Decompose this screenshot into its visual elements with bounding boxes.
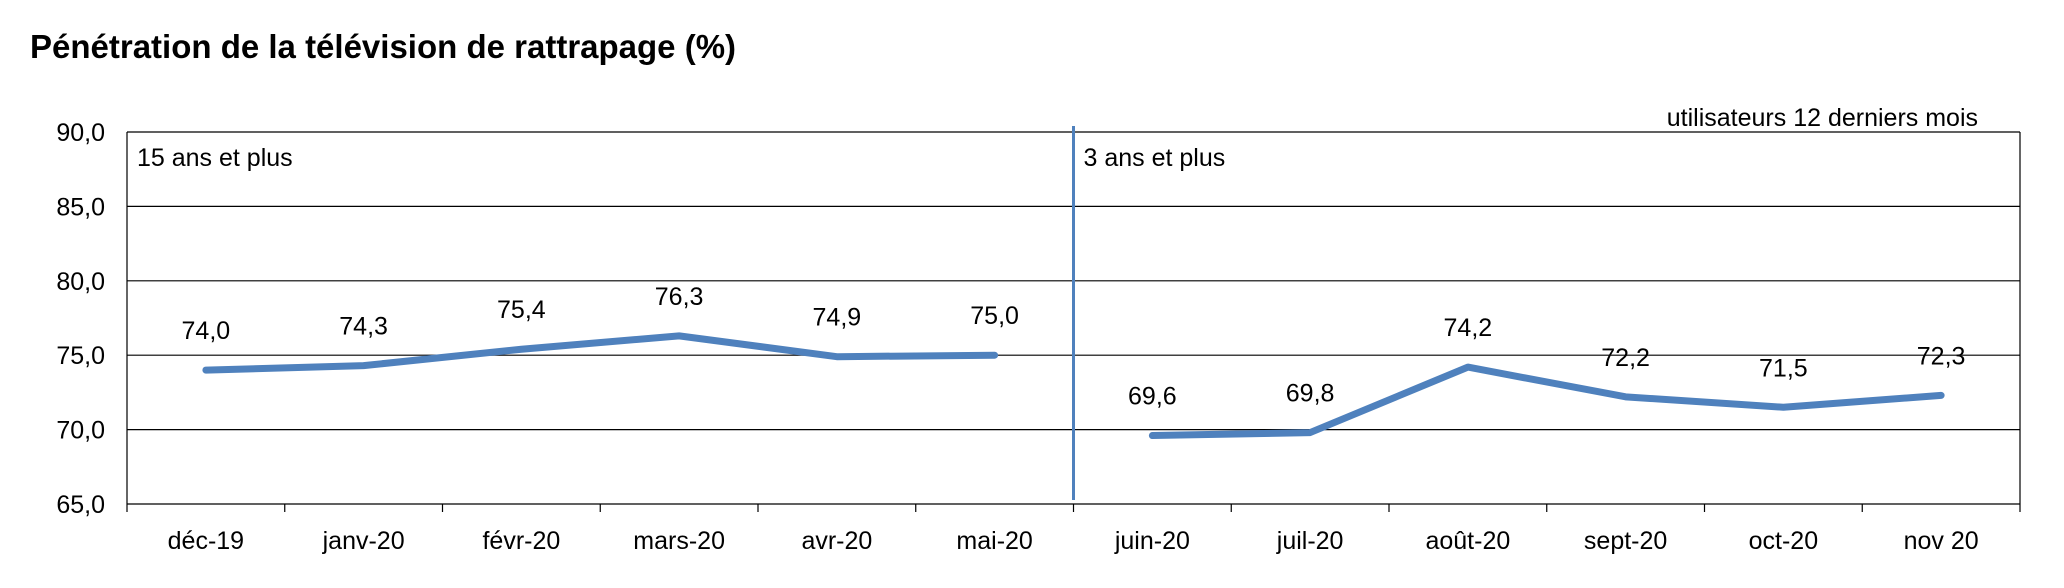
y-tick-label: 75,0 (56, 342, 105, 370)
axis-layer: 65,0 70,0 75,0 80,0 85,0 90,0 déc-19 janv-20 fév… (56, 119, 2021, 555)
data-label: 69,6 (1128, 383, 1177, 411)
data-label: 72,2 (1601, 344, 1650, 372)
data-label: 72,3 (1917, 342, 1966, 370)
y-tick-label: 90,0 (56, 119, 105, 147)
data-label: 75,4 (497, 296, 546, 324)
x-tick-label: sept-20 (1584, 527, 1667, 555)
x-tick-label: juin-20 (1114, 527, 1190, 555)
data-label: 69,8 (1286, 380, 1335, 408)
x-tick-label: mai-20 (956, 527, 1032, 555)
data-label: 74,2 (1444, 314, 1493, 342)
chart-note: utilisateurs 12 derniers mois (1667, 104, 1978, 132)
data-label: 71,5 (1759, 354, 1808, 382)
x-tick-label: août-20 (1425, 527, 1510, 555)
x-tick-label: juil-20 (1276, 527, 1344, 555)
data-label: 75,0 (970, 302, 1019, 330)
series-line-1 (202, 332, 999, 374)
x-tick-label: mars-20 (633, 527, 725, 555)
y-tick-label: 80,0 (56, 268, 105, 296)
data-label: 76,3 (655, 283, 704, 311)
x-tick-label: janv-20 (322, 527, 405, 555)
segment-label: 3 ans et plus (1084, 144, 1226, 172)
data-label: 74,9 (813, 304, 862, 332)
x-tick-label: déc-19 (168, 527, 244, 555)
series-line-2 (1148, 363, 1945, 440)
x-tick-label: avr-20 (801, 527, 872, 555)
y-tick-label: 85,0 (56, 193, 105, 221)
data-label: 74,0 (182, 317, 231, 345)
x-tick-label: oct-20 (1749, 527, 1818, 555)
y-tick-label: 65,0 (56, 491, 105, 519)
chart-title: Pénétration de la télévision de rattrapa… (30, 28, 737, 65)
x-tick-label: nov 20 (1904, 527, 1979, 555)
y-tick-label: 70,0 (56, 417, 105, 445)
segment-label: 15 ans et plus (137, 144, 293, 172)
x-tick-label: févr-20 (482, 527, 560, 555)
data-label: 74,3 (339, 313, 388, 341)
label-layer: 15 ans et plus 74,0 74,3 75,4 76,3 74,9 75,0 3 … (137, 144, 1965, 411)
series-layer (202, 332, 1945, 440)
